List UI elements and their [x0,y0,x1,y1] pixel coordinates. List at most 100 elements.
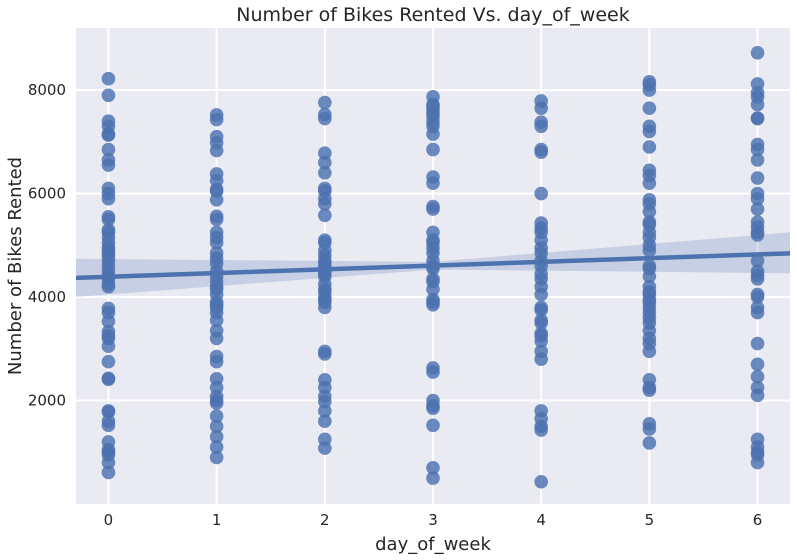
y-axis-label: Number of Bikes Rented [5,157,26,375]
y-tick-label: 8000 [28,81,66,99]
data-point [101,212,116,227]
data-point [209,112,224,127]
data-point [318,95,332,110]
data-point [101,279,116,294]
data-point [750,153,765,167]
x-tick-label: 2 [320,511,330,529]
data-point [642,140,657,154]
data-point [642,176,657,191]
chart-title: Number of Bikes Rented Vs. day_of_week [236,4,629,26]
data-point [426,282,440,297]
x-tick-label: 5 [645,511,655,529]
data-point [318,300,332,315]
data-point [101,372,116,387]
data-point [750,97,765,112]
data-point [750,369,765,384]
data-point [209,235,224,250]
data-point [426,471,440,485]
data-point [642,344,657,359]
data-point [534,303,548,317]
data-point [642,383,657,397]
data-points [101,46,765,489]
data-point [750,228,765,242]
data-point [209,143,224,158]
data-point [318,347,332,361]
data-point [642,83,657,97]
data-point [750,46,765,60]
data-point [426,401,440,416]
regression-line-path [75,251,791,281]
data-point [318,208,332,223]
data-point [534,316,548,330]
x-tick-label: 1 [212,511,222,529]
data-point [209,331,224,346]
data-point [101,88,116,103]
y-tick-label: 2000 [28,392,66,410]
y-tick-label: 4000 [28,288,66,306]
data-point [209,419,224,434]
data-point [101,455,116,470]
x-tick-label: 0 [104,511,114,529]
data-point [642,204,657,219]
data-point [318,166,332,180]
data-point [209,450,224,465]
data-point [534,474,548,489]
data-point [101,191,116,206]
data-point [101,339,116,353]
data-point [101,142,116,157]
data-point [750,111,765,126]
data-point [750,272,765,286]
data-point [750,254,765,268]
data-point [426,460,440,475]
data-point [318,404,332,418]
data-point [750,388,765,403]
data-point [534,119,548,134]
data-point [642,422,657,436]
data-point [750,455,765,470]
data-point [209,192,224,207]
x-tick-label: 6 [753,511,763,529]
data-point [750,142,765,157]
data-point [101,465,116,480]
data-point [101,71,116,86]
data-point [101,405,116,419]
data-point [642,436,657,450]
data-point [209,212,224,227]
data-point [426,418,440,433]
data-point [426,298,440,312]
data-point [534,352,548,366]
regression-line [75,251,791,281]
data-point [318,155,332,170]
data-point [534,145,548,159]
data-point [101,418,116,433]
data-point [209,440,224,454]
data-point [534,423,548,437]
data-point [318,414,332,429]
data-point [750,305,765,320]
data-point [534,101,548,115]
data-point [642,101,657,115]
y-tick-label: 6000 [28,185,66,203]
data-point [101,354,116,369]
data-point [101,158,116,172]
data-point [642,269,657,284]
data-point [426,142,440,157]
data-point [318,146,332,161]
data-point [209,409,224,423]
data-point [209,354,224,369]
data-point [642,124,657,139]
data-point [534,334,548,348]
data-point [750,202,765,216]
tick-labels: 0 1 2 3 4 5 6 2000 4000 6000 8000 [28,81,763,529]
data-point [534,287,548,302]
data-point [750,171,765,185]
data-point [101,128,116,142]
data-point [318,394,332,409]
data-point [318,197,332,211]
data-point [750,191,765,206]
data-point [318,441,332,455]
data-point [534,186,548,201]
x-tick-label: 4 [536,511,546,529]
data-point [101,314,116,329]
